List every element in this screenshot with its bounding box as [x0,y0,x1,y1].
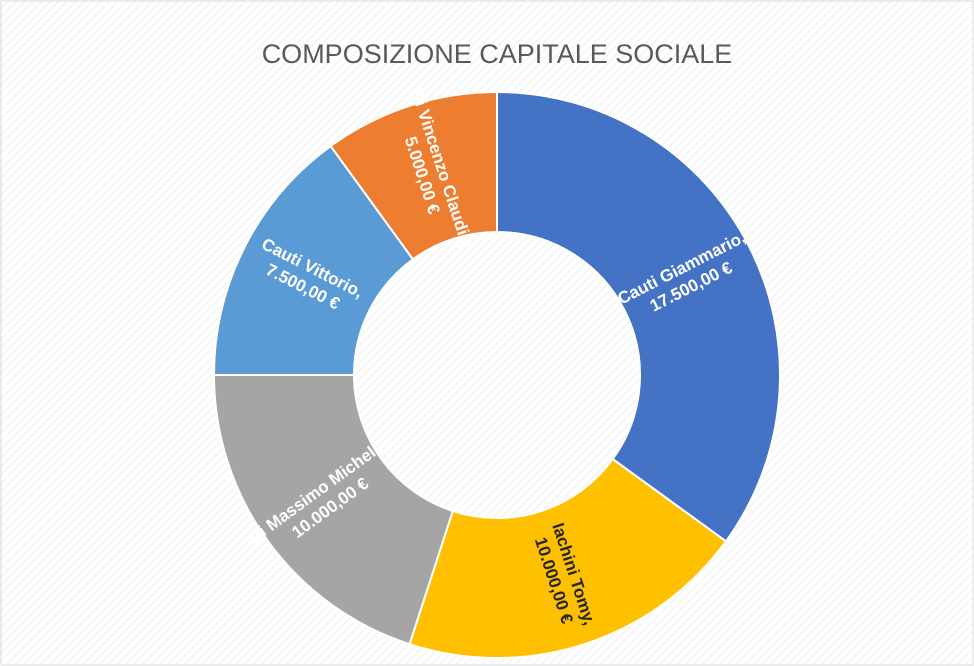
doughnut-slice [212,374,455,646]
doughnut-slice [212,144,415,376]
data-label-separator: , [457,241,477,251]
data-label-separator: , [579,617,599,627]
chart-title: COMPOSIZIONE CAPITALE SOCIALE [262,39,733,69]
doughnut-slice [496,90,781,543]
doughnut-slice [329,90,498,261]
doughnut-slice [408,457,728,659]
